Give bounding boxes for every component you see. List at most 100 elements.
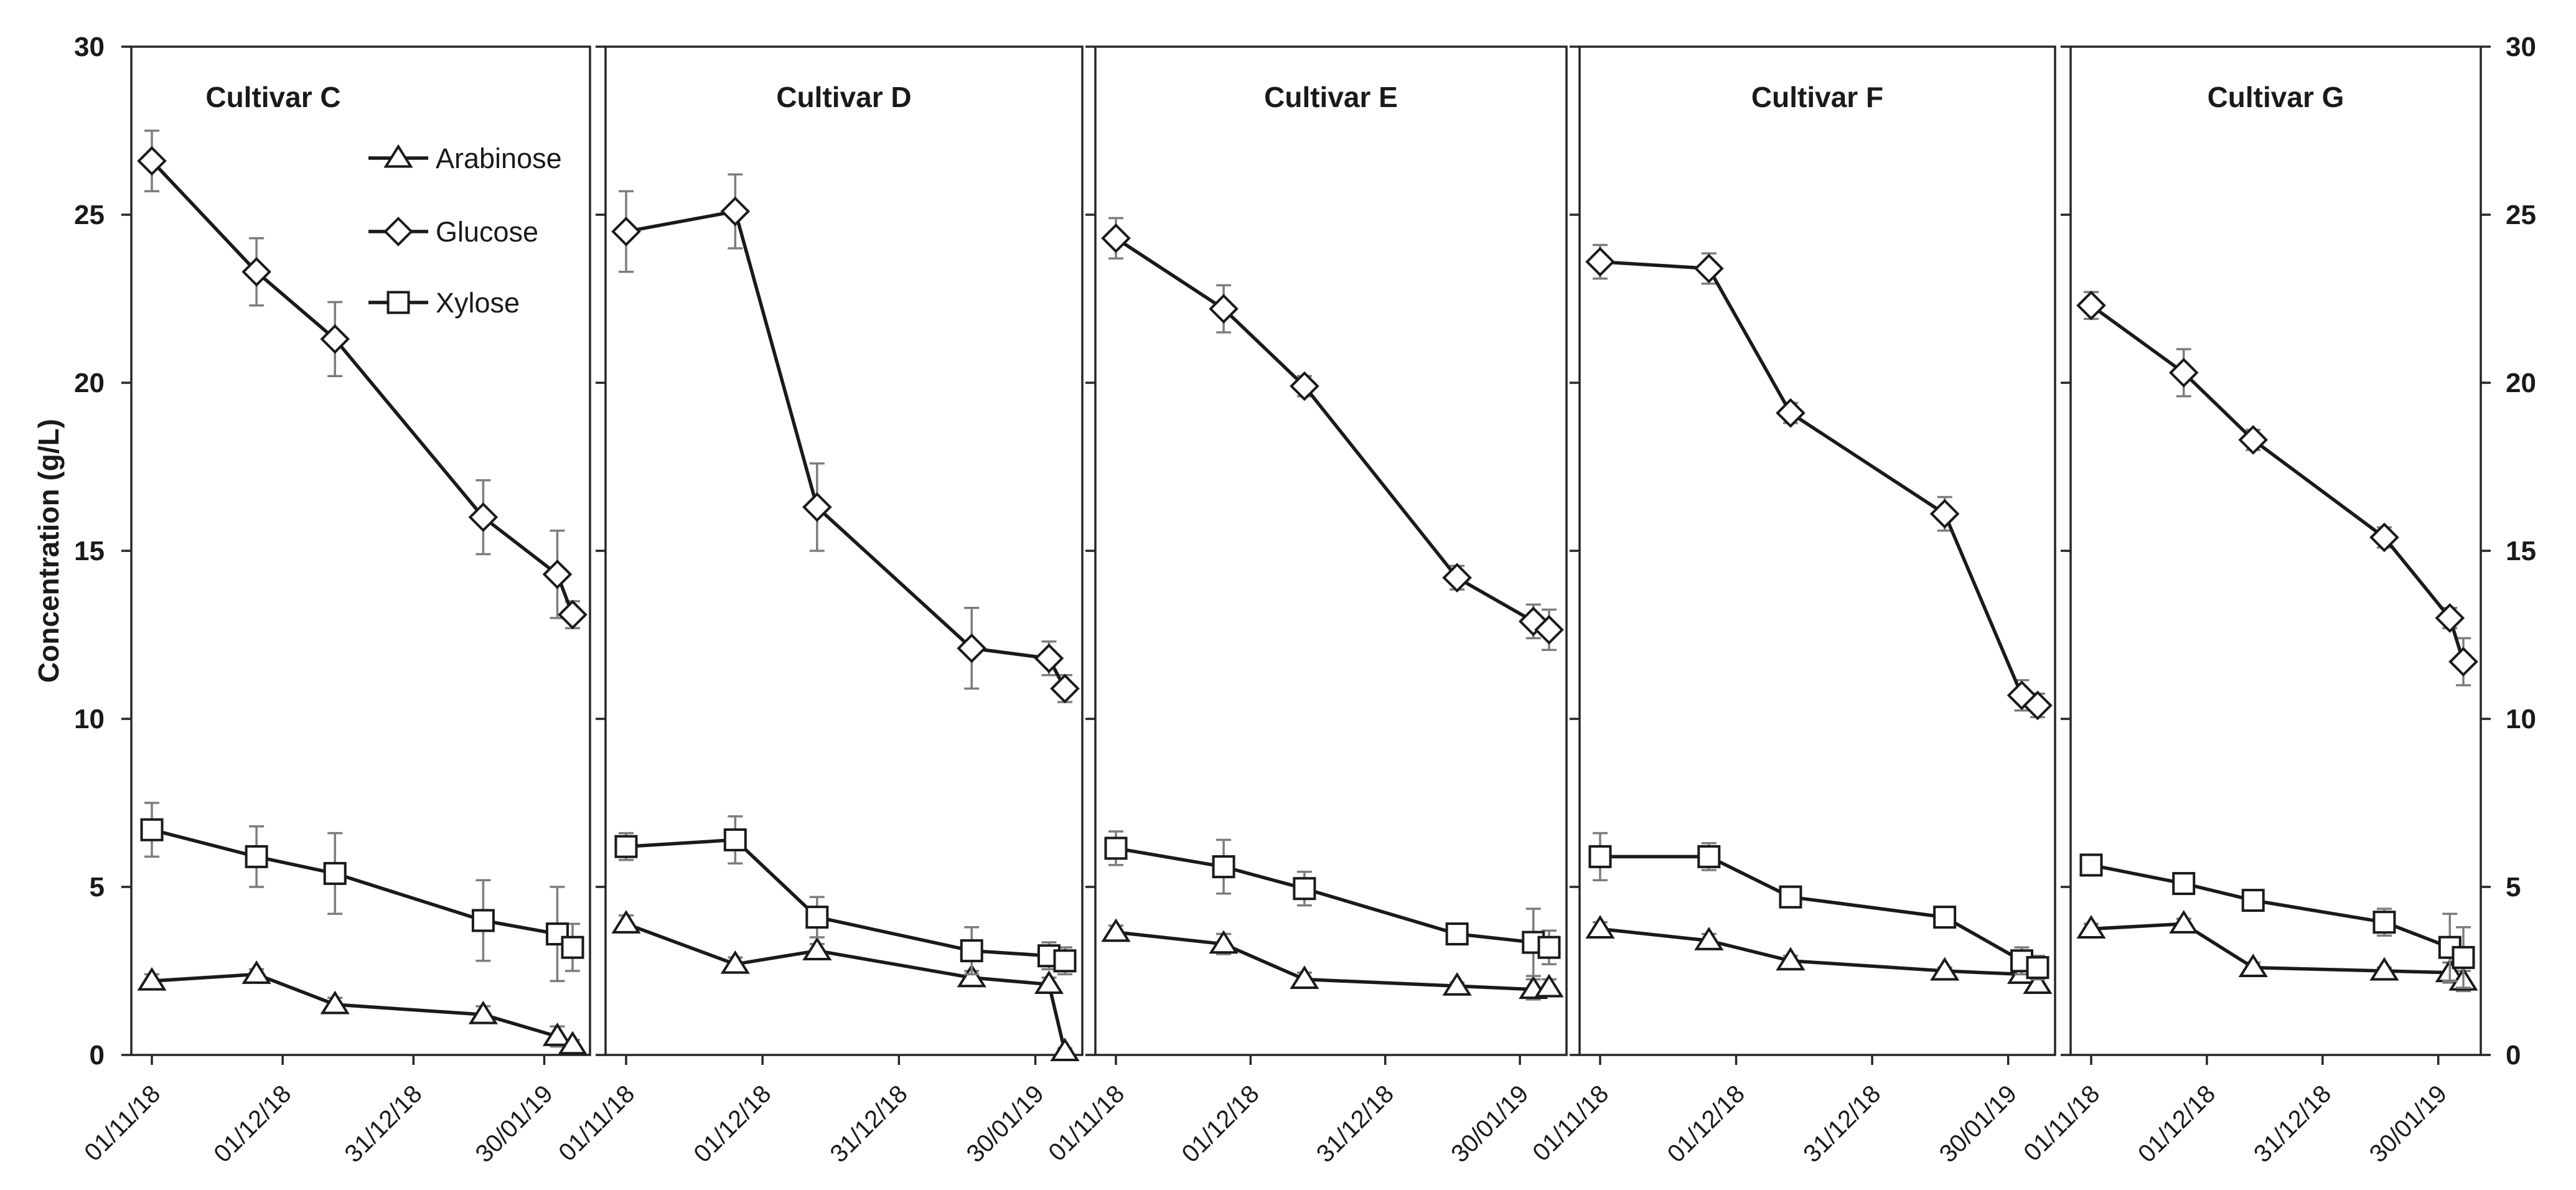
x-tick-label: 01/11/18 [79, 1080, 166, 1166]
panel-title: Cultivar D [776, 81, 911, 113]
marker-square [323, 861, 347, 885]
marker-triangle [383, 144, 413, 168]
marker-diamond [1050, 673, 1080, 704]
marker-triangle [802, 937, 832, 961]
panel-frame [604, 45, 1084, 1056]
series-line-arabinose [1115, 930, 1550, 991]
marker-square [960, 939, 983, 963]
marker-diamond [542, 559, 573, 589]
x-tick-label: 30/01/19 [962, 1080, 1049, 1168]
marker-square [545, 922, 569, 946]
marker-diamond [1534, 615, 1564, 645]
series-line-glucose [625, 209, 1067, 690]
marker-diamond [1034, 643, 1064, 673]
error-bars-arabinose [144, 968, 580, 1051]
series-line-glucose [1599, 260, 2039, 707]
marker-diamond [241, 256, 271, 287]
x-tick-label: 30/01/19 [471, 1080, 558, 1168]
y-axis-label-left: 20 [74, 368, 105, 398]
x-tick-label: 31/12/18 [825, 1080, 912, 1168]
marker-square [140, 818, 164, 841]
panel-frame [1094, 45, 1568, 1056]
marker-square [2172, 872, 2196, 896]
marker-square [1779, 885, 1802, 909]
marker-square [2241, 889, 2265, 912]
marker-square [1445, 922, 1469, 946]
marker-triangle [468, 1000, 499, 1024]
panel-title: Cultivar F [1751, 81, 1883, 113]
x-tick-label: 30/01/19 [1934, 1080, 2022, 1168]
marker-triangle [1534, 973, 1564, 998]
marker-square [614, 835, 638, 858]
marker-diamond [2369, 522, 2399, 553]
y-axis-label-right: 10 [2506, 704, 2536, 734]
marker-diamond [558, 599, 588, 630]
panel-cultivar-e: 01/11/18 01/12/18 31/12/18 30/01/19 Cultivar… [1043, 45, 1568, 1168]
x-tick-label: 31/12/18 [1311, 1080, 1399, 1168]
marker-square [561, 935, 584, 959]
series-markers-xylose [1588, 845, 2049, 980]
y-axis-label-left: 5 [90, 872, 105, 902]
error-bars-glucose [619, 173, 1072, 703]
x-tick-label: 30/01/19 [1446, 1080, 1534, 1168]
series-line-xylose [151, 828, 574, 949]
marker-triangle [957, 963, 986, 988]
series-markers-arabinose [1585, 915, 2053, 995]
marker-triangle [1776, 947, 1806, 971]
marker-triangle [137, 967, 167, 991]
marker-triangle [611, 910, 641, 934]
marker-diamond [1209, 294, 1239, 324]
marker-square [2079, 853, 2103, 877]
series-line-arabinose [151, 972, 574, 1047]
marker-diamond [2435, 603, 2465, 633]
marker-diamond [1442, 563, 1472, 593]
error-bars-arabinose [2084, 917, 2471, 993]
error-bars-glucose [1108, 217, 1557, 652]
series-line-glucose [1115, 237, 1550, 632]
marker-diamond [611, 217, 641, 246]
marker-triangle [1209, 930, 1239, 954]
y-axis-label-left: 15 [74, 536, 105, 566]
x-tick-label: 01/12/18 [1177, 1080, 1265, 1168]
error-bars-glucose [144, 129, 580, 629]
marker-diamond [2023, 690, 2053, 721]
legend-label: Arabinose [436, 143, 562, 174]
marker-diamond [137, 146, 167, 176]
marker-triangle [2169, 910, 2199, 934]
marker-diamond [468, 502, 499, 532]
marker-diamond [957, 633, 987, 663]
x-tick-label: 01/12/18 [2133, 1080, 2221, 1168]
marker-triangle [542, 1022, 573, 1046]
marker-triangle [2076, 915, 2106, 939]
series-markers-glucose [1101, 223, 1564, 645]
marker-triangle [1442, 972, 1472, 996]
x-tick-label: 01/11/18 [2018, 1080, 2105, 1166]
series-line-xylose [625, 838, 1066, 963]
series-markers-arabinose [611, 910, 1080, 1062]
panel-cultivar-d: 01/11/18 01/12/18 31/12/18 30/01/19 Cultivar… [553, 45, 1084, 1168]
x-tick-label: 01/11/18 [1527, 1080, 1614, 1166]
y-axis-label-left: 10 [74, 704, 105, 734]
y-axis-label-right: 15 [2506, 536, 2536, 566]
marker-square [2372, 911, 2396, 934]
panel-title: Cultivar C [205, 81, 340, 113]
error-bars-arabinose [1593, 921, 2045, 993]
marker-square [723, 828, 747, 851]
y-axis-label-left: 30 [74, 32, 105, 62]
marker-triangle [320, 990, 350, 1014]
marker-square [2026, 956, 2049, 980]
marker-square [805, 906, 829, 929]
series-line-glucose [2090, 304, 2465, 663]
series-markers-xylose [614, 828, 1077, 973]
panel-title: Cultivar G [2208, 81, 2344, 113]
marker-diamond [2076, 290, 2106, 321]
marker-square [471, 909, 495, 932]
x-tick-label: 31/12/18 [339, 1080, 427, 1168]
marker-triangle [2238, 953, 2268, 978]
marker-triangle [1034, 970, 1064, 995]
panel-frame [1578, 45, 2056, 1056]
legend: Arabinose Glucose Xylose [368, 143, 562, 319]
series-line-xylose [2091, 863, 2465, 959]
